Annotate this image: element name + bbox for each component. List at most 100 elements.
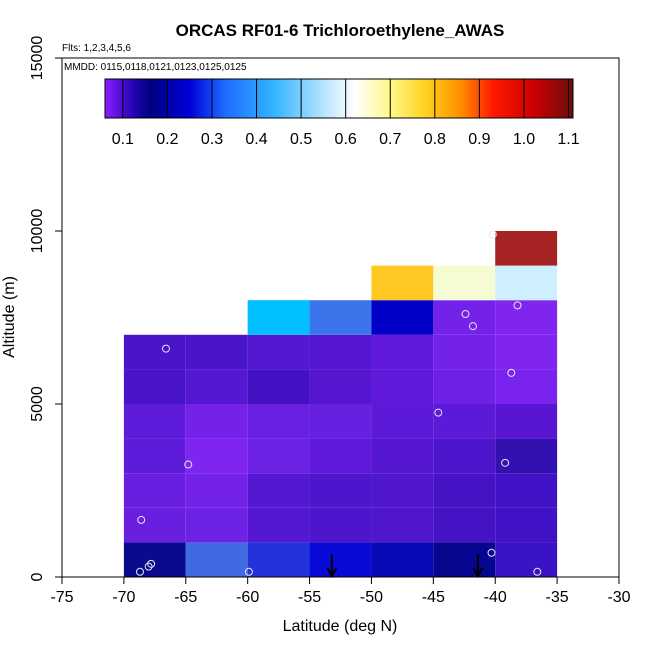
colorbar-ticks: 0.1 0.2 0.3 0.4 0.5 0.6 0.7 0.8 0.9 1.0 1.1 <box>112 79 580 148</box>
heatmap-cell <box>495 300 558 335</box>
heatmap-cell <box>309 404 372 439</box>
colorbar-tick-label: 0.4 <box>245 131 267 148</box>
heatmap-cell <box>247 507 310 543</box>
colorbar-frame <box>104 78 574 119</box>
sample-point <box>144 562 153 571</box>
colorbar-tick-label: 0.5 <box>290 131 312 148</box>
x-tick-label: -65 <box>174 589 197 606</box>
colorbar-tick-label: 0.2 <box>156 131 178 148</box>
colorbar-tick-label: 0.3 <box>201 131 223 148</box>
heatmap-cell <box>495 231 558 266</box>
colorbar-tick-label: 0.9 <box>468 131 490 148</box>
heatmap-cell <box>495 404 558 439</box>
heatmap-cell <box>495 473 558 508</box>
sample-point <box>488 230 497 239</box>
heatmap-cell <box>123 334 186 370</box>
sample-point <box>184 460 193 469</box>
x-tick-label: -60 <box>236 589 259 606</box>
y-axis: 0 5000 10000 15000 <box>29 36 62 581</box>
heatmap-cell <box>123 438 186 474</box>
sample-point <box>135 567 144 576</box>
arrow-head <box>472 567 484 579</box>
heatmap-cell <box>123 542 186 577</box>
sample-point <box>533 567 542 576</box>
y-tick-label: 15000 <box>29 36 46 81</box>
y-tick-label: 5000 <box>29 386 46 422</box>
heatmap-cell <box>123 473 186 508</box>
heatmap-cell <box>309 369 372 404</box>
dates-annotation: MMDD: 0115,0118,0121,0123,0125,0125 <box>64 62 247 73</box>
x-tick-label: -40 <box>484 589 507 606</box>
colorbar-fill <box>105 79 573 118</box>
heatmap-cell <box>185 473 248 508</box>
heatmap-cell <box>247 404 310 439</box>
heatmap-cell <box>371 369 434 404</box>
heatmap-cell <box>123 404 186 439</box>
heatmap-cell <box>309 300 372 335</box>
colorbar-tick-label: 0.7 <box>379 131 401 148</box>
colorbar-tick-label: 1.0 <box>513 131 535 148</box>
heatmap-cell <box>433 265 496 301</box>
heatmap-cell <box>185 369 248 404</box>
colorbar-tick-label: 0.1 <box>112 131 134 148</box>
heatmap-cell <box>495 507 558 543</box>
heatmap-cell <box>371 265 434 301</box>
down-arrow <box>326 554 338 579</box>
heatmap-cell <box>247 542 310 577</box>
x-axis: -75 -70 -65 -60 -55 -50 -45 -40 -35 -30 <box>50 576 631 606</box>
heatmap-cell <box>185 438 248 474</box>
heatmap-cell <box>309 507 372 543</box>
colorbar: 0.1 0.2 0.3 0.4 0.5 0.6 0.7 0.8 0.9 1.0 1.1 <box>104 78 580 148</box>
flights-annotation: Flts: 1,2,3,4,5,6 <box>62 43 131 54</box>
heatmap-cell <box>247 473 310 508</box>
heatmap-cell <box>433 404 496 439</box>
sample-point <box>487 548 496 557</box>
heatmap-cell <box>185 542 248 577</box>
heatmap-cell <box>185 507 248 543</box>
colorbar-tick-label: 1.1 <box>557 131 579 148</box>
chart-title: ORCAS RF01-6 Trichloroethylene_AWAS <box>176 21 505 40</box>
sample-point <box>461 310 470 319</box>
sample-point <box>244 567 253 576</box>
heatmap-cell <box>247 438 310 474</box>
sample-point <box>147 559 156 568</box>
heatmap-cell <box>371 334 434 370</box>
heatmap-cell <box>371 438 434 474</box>
heatmap-cell <box>433 334 496 370</box>
x-tick-label: -30 <box>607 589 630 606</box>
heatmap-cell <box>123 507 186 543</box>
heatmap-cell <box>309 334 372 370</box>
sample-point <box>161 344 170 353</box>
down-arrow <box>472 554 484 579</box>
heatmap-cell <box>433 438 496 474</box>
colorbar-tick-label: 0.8 <box>424 131 446 148</box>
heatmap-cell <box>309 438 372 474</box>
sample-point <box>468 322 477 331</box>
y-axis-label: Altitude (m) <box>1 276 18 358</box>
sample-point <box>501 458 510 467</box>
heatmap-cell <box>309 542 372 577</box>
y-tick-label: 0 <box>29 572 46 581</box>
heatmap-cell <box>371 542 434 577</box>
heatmap-cells <box>123 231 558 577</box>
heatmap-cell <box>495 334 558 370</box>
heatmap-cell <box>185 404 248 439</box>
x-tick-label: -55 <box>298 589 321 606</box>
heatmap-cell <box>495 265 558 301</box>
heatmap-cell <box>495 542 558 577</box>
heatmap-cell <box>247 300 310 335</box>
heatmap-cell <box>309 473 372 508</box>
arrow-head <box>326 567 338 579</box>
colorbar-tick-label: 0.6 <box>335 131 357 148</box>
heatmap-cell <box>371 300 434 335</box>
sample-point <box>137 515 146 524</box>
x-tick-label: -75 <box>50 589 73 606</box>
heatmap-cell <box>371 473 434 508</box>
heatmap-cell <box>433 507 496 543</box>
heatmap-cell <box>247 334 310 370</box>
heatmap-cell <box>371 404 434 439</box>
x-tick-label: -50 <box>360 589 383 606</box>
sample-point <box>507 368 516 377</box>
x-axis-label: Latitude (deg N) <box>283 618 398 635</box>
